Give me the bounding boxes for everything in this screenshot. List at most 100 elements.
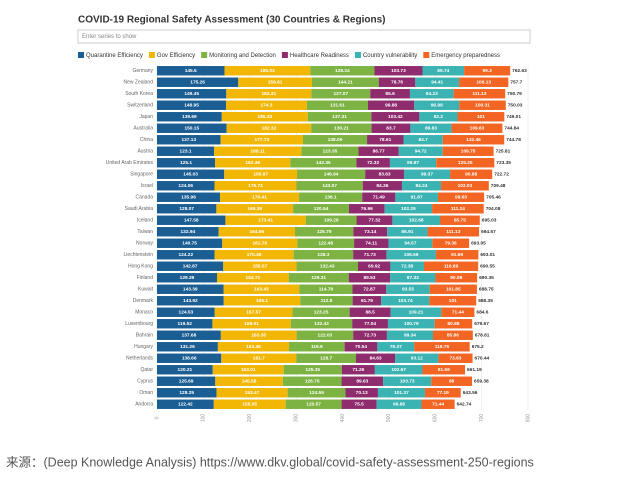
bar-segment bbox=[355, 353, 396, 363]
data-label: 150.15 bbox=[184, 126, 199, 132]
data-label: 101 bbox=[449, 298, 457, 304]
data-label: 84.24 bbox=[415, 183, 427, 189]
y-tick-label: Liechtenstein bbox=[124, 252, 154, 258]
bar-segment bbox=[441, 181, 489, 191]
bar-segment bbox=[223, 284, 300, 294]
data-label: 122.42 bbox=[178, 402, 193, 408]
bar-segment bbox=[157, 284, 224, 294]
total-label: 670.44 bbox=[475, 356, 490, 362]
data-label: 138.24 bbox=[335, 68, 350, 74]
data-label: 88.5 bbox=[365, 310, 375, 316]
data-label: 71.44 bbox=[452, 310, 464, 316]
bar-segment bbox=[290, 158, 357, 168]
bar-segment bbox=[285, 399, 342, 409]
data-label: 188.11 bbox=[250, 149, 265, 155]
bar-segment bbox=[157, 353, 222, 363]
data-label: 142.87 bbox=[183, 264, 198, 270]
bar-segment bbox=[157, 89, 227, 99]
data-label: 131.61 bbox=[330, 103, 345, 109]
bar-segment bbox=[389, 158, 437, 168]
total-label: 704.08 bbox=[486, 206, 501, 212]
search-box[interactable] bbox=[77, 29, 531, 44]
bar-segment bbox=[352, 284, 387, 294]
bar-segment bbox=[390, 261, 424, 271]
data-label: 143.92 bbox=[183, 298, 198, 304]
bar-segment bbox=[305, 215, 357, 225]
bar-segment bbox=[421, 399, 455, 409]
bar-segment bbox=[220, 135, 304, 145]
total-label: 722.72 bbox=[494, 172, 509, 178]
bar-segment bbox=[289, 342, 345, 352]
data-label: 69.92 bbox=[368, 264, 380, 270]
bar-segment bbox=[348, 204, 385, 214]
data-label: 71.73 bbox=[364, 252, 376, 258]
total-label: 690.35 bbox=[479, 275, 494, 281]
data-label: 132.94 bbox=[180, 229, 195, 235]
data-label: 143.39 bbox=[183, 287, 198, 293]
data-label: 125.1 bbox=[180, 160, 192, 166]
bar-segment bbox=[297, 238, 355, 248]
data-label: 153.45 bbox=[246, 344, 261, 350]
data-label: 101 bbox=[477, 114, 485, 120]
data-label: 89.74 bbox=[437, 68, 449, 74]
bar-segment bbox=[387, 319, 435, 329]
bar-segment bbox=[384, 204, 433, 214]
bar-segment bbox=[224, 169, 298, 179]
bar-segment bbox=[436, 158, 495, 168]
bar-segment bbox=[381, 296, 430, 306]
data-label: 128.07 bbox=[179, 206, 194, 212]
bar-segment bbox=[301, 146, 359, 156]
data-label: 163.35 bbox=[251, 333, 266, 339]
bar-segment bbox=[440, 215, 480, 225]
bar-segment bbox=[157, 261, 224, 271]
x-tick-label: 200 bbox=[247, 414, 253, 423]
bar-segment bbox=[212, 319, 291, 329]
bar-segment bbox=[459, 100, 506, 110]
data-label: 139.69 bbox=[182, 114, 197, 120]
data-label: 170.41 bbox=[252, 195, 267, 201]
bar-segment bbox=[218, 227, 296, 237]
bar-segment bbox=[390, 273, 436, 283]
y-tick-label: Netherlands bbox=[126, 356, 153, 362]
y-tick-label: New Zealand bbox=[124, 80, 154, 86]
data-label: 109.75 bbox=[461, 149, 476, 155]
x-tick-label: 400 bbox=[340, 414, 346, 423]
data-label: 79.37 bbox=[390, 344, 402, 350]
y-tick-label: Denmark bbox=[133, 298, 154, 304]
bar-segment bbox=[157, 399, 214, 409]
data-label: 175.26 bbox=[190, 80, 205, 86]
data-label: 84.7 bbox=[418, 137, 428, 143]
bar-segment bbox=[422, 365, 466, 375]
bar-segment bbox=[157, 307, 215, 317]
bar-segment bbox=[423, 261, 479, 271]
bar-segment bbox=[157, 330, 221, 340]
data-label: 106.13 bbox=[476, 80, 491, 86]
bar-segment bbox=[438, 353, 473, 363]
data-label: 122.03 bbox=[318, 333, 333, 339]
data-label: 80.88 bbox=[447, 321, 459, 327]
y-tick-label: Norway bbox=[136, 241, 153, 247]
data-label: 148.95 bbox=[184, 103, 199, 109]
x-tick-label: 500 bbox=[386, 414, 392, 423]
bar-segment bbox=[157, 227, 219, 237]
total-label: 690.55 bbox=[480, 264, 495, 270]
bar-segment bbox=[287, 388, 346, 398]
data-label: 102.68 bbox=[409, 218, 424, 224]
data-label: 73.63 bbox=[449, 356, 461, 362]
data-label: 83.63 bbox=[379, 172, 391, 178]
data-label: 85.75 bbox=[454, 218, 466, 224]
data-label: 96.98 bbox=[431, 103, 443, 109]
bar-segment bbox=[311, 77, 379, 87]
data-label: 94.72 bbox=[415, 149, 427, 155]
data-label: 161.7 bbox=[253, 356, 265, 362]
data-label: 136.1 bbox=[325, 195, 337, 201]
total-label: 757.7 bbox=[510, 80, 522, 86]
bar-segment bbox=[392, 215, 441, 225]
bar-segment bbox=[401, 181, 442, 191]
bar-segment bbox=[306, 100, 368, 110]
bar-segment bbox=[157, 112, 222, 122]
data-label: 120.57 bbox=[306, 402, 321, 408]
legend-label: Quarantine Efficiency bbox=[86, 53, 143, 59]
data-label: 120.54 bbox=[314, 206, 329, 212]
bar-segment bbox=[225, 215, 306, 225]
